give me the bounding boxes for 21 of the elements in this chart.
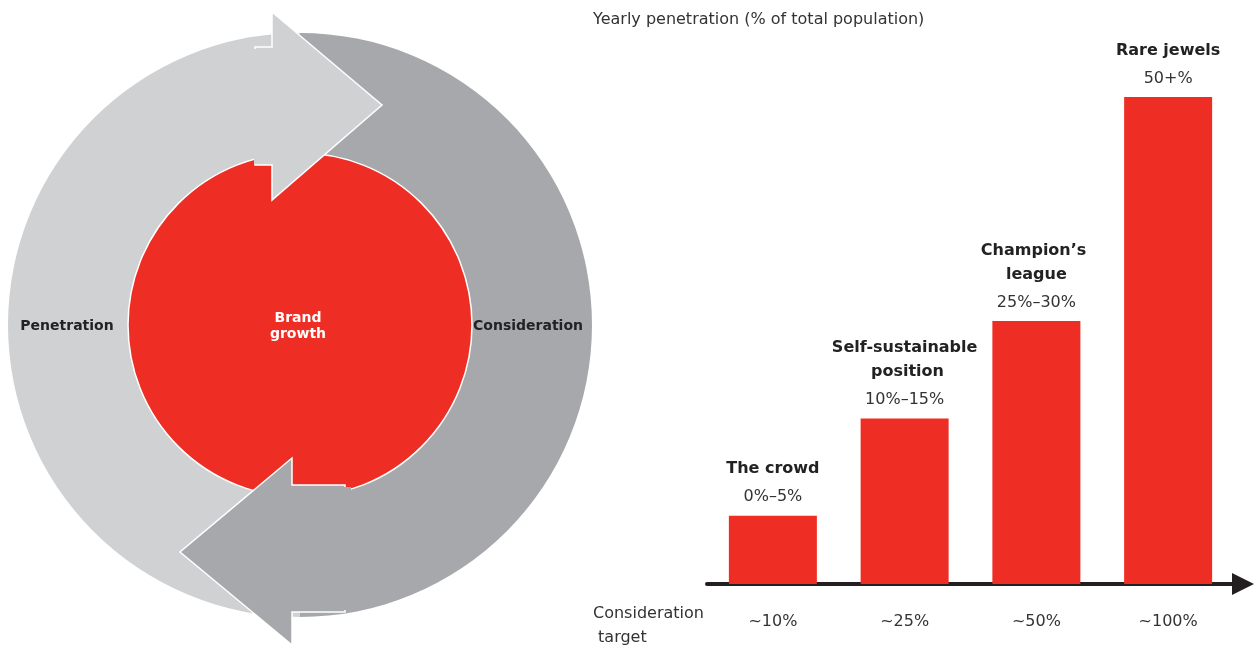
bar bbox=[1124, 97, 1213, 584]
annotation: 10%–15% bbox=[865, 388, 945, 408]
bar bbox=[860, 418, 949, 584]
x-tick-label: ~50% bbox=[1011, 610, 1061, 630]
x-tick-label: ~100% bbox=[1138, 610, 1198, 630]
annotation: 50+% bbox=[1143, 67, 1193, 87]
x-tick-label: ~25% bbox=[880, 610, 930, 630]
text: Penetration bbox=[20, 317, 114, 333]
x-axis-title: Consideration target bbox=[593, 602, 704, 646]
annotation: Self-sustainable position bbox=[831, 336, 978, 380]
y-axis-title: Yearly penetration (% of total population) bbox=[592, 8, 925, 28]
annotation: 25%–30% bbox=[996, 291, 1076, 311]
bar bbox=[728, 515, 817, 584]
annotation: 0%–5% bbox=[743, 486, 803, 506]
text: Consideration bbox=[473, 317, 583, 333]
bar bbox=[992, 321, 1081, 584]
annotation: The crowd bbox=[726, 458, 820, 478]
text: Brand growth bbox=[268, 309, 328, 341]
annotation: Champion’s league bbox=[980, 239, 1092, 283]
annotation: Rare jewels bbox=[1115, 39, 1221, 59]
x-tick-label: ~10% bbox=[748, 610, 798, 630]
